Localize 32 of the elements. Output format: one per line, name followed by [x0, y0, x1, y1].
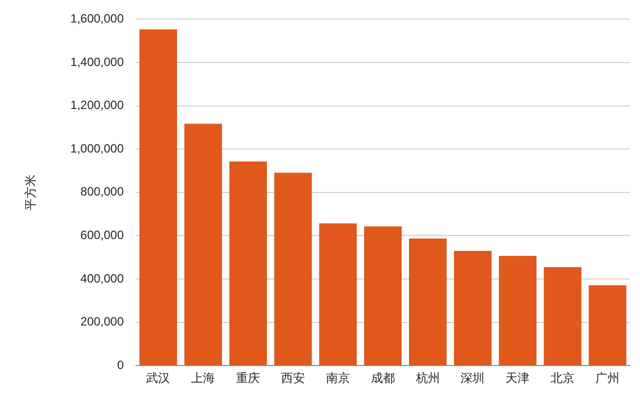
y-tick-label: 1,000,000: [70, 141, 124, 156]
bar: [364, 226, 402, 366]
bar: [229, 161, 267, 366]
bar: [184, 124, 222, 366]
x-tick-label: 天津: [506, 370, 530, 385]
y-tick-label: 0: [117, 358, 124, 372]
y-tick-label: 1,600,000: [70, 12, 124, 26]
x-tick-label: 武汉: [146, 370, 170, 385]
bar: [319, 223, 357, 366]
y-tick-label: 600,000: [80, 228, 124, 242]
x-tick-label: 南京: [326, 370, 350, 385]
x-tick-label: 杭州: [414, 370, 440, 385]
y-tick-label: 800,000: [80, 184, 124, 199]
y-tick-label: 1,200,000: [70, 98, 124, 112]
x-tick-label: 广州: [596, 370, 620, 385]
y-tick-label: 400,000: [80, 271, 124, 286]
x-tick-label: 深圳: [460, 370, 485, 385]
bar: [409, 238, 447, 366]
y-tick-label: 200,000: [80, 314, 124, 329]
bar: [588, 285, 626, 366]
x-tick-label: 上海: [191, 370, 216, 385]
y-axis-title: 平方米: [23, 174, 38, 210]
bar: [139, 29, 178, 366]
bar: [274, 172, 312, 366]
bar: [498, 256, 536, 366]
y-tick-label: 1,400,000: [70, 54, 124, 69]
x-tick-label: 成都: [370, 370, 395, 385]
x-tick-label: 西安: [281, 370, 306, 385]
bar: [544, 267, 582, 366]
bar: [454, 250, 492, 366]
x-tick-label: 重庆: [236, 370, 260, 385]
x-tick-label: 北京: [550, 370, 575, 385]
